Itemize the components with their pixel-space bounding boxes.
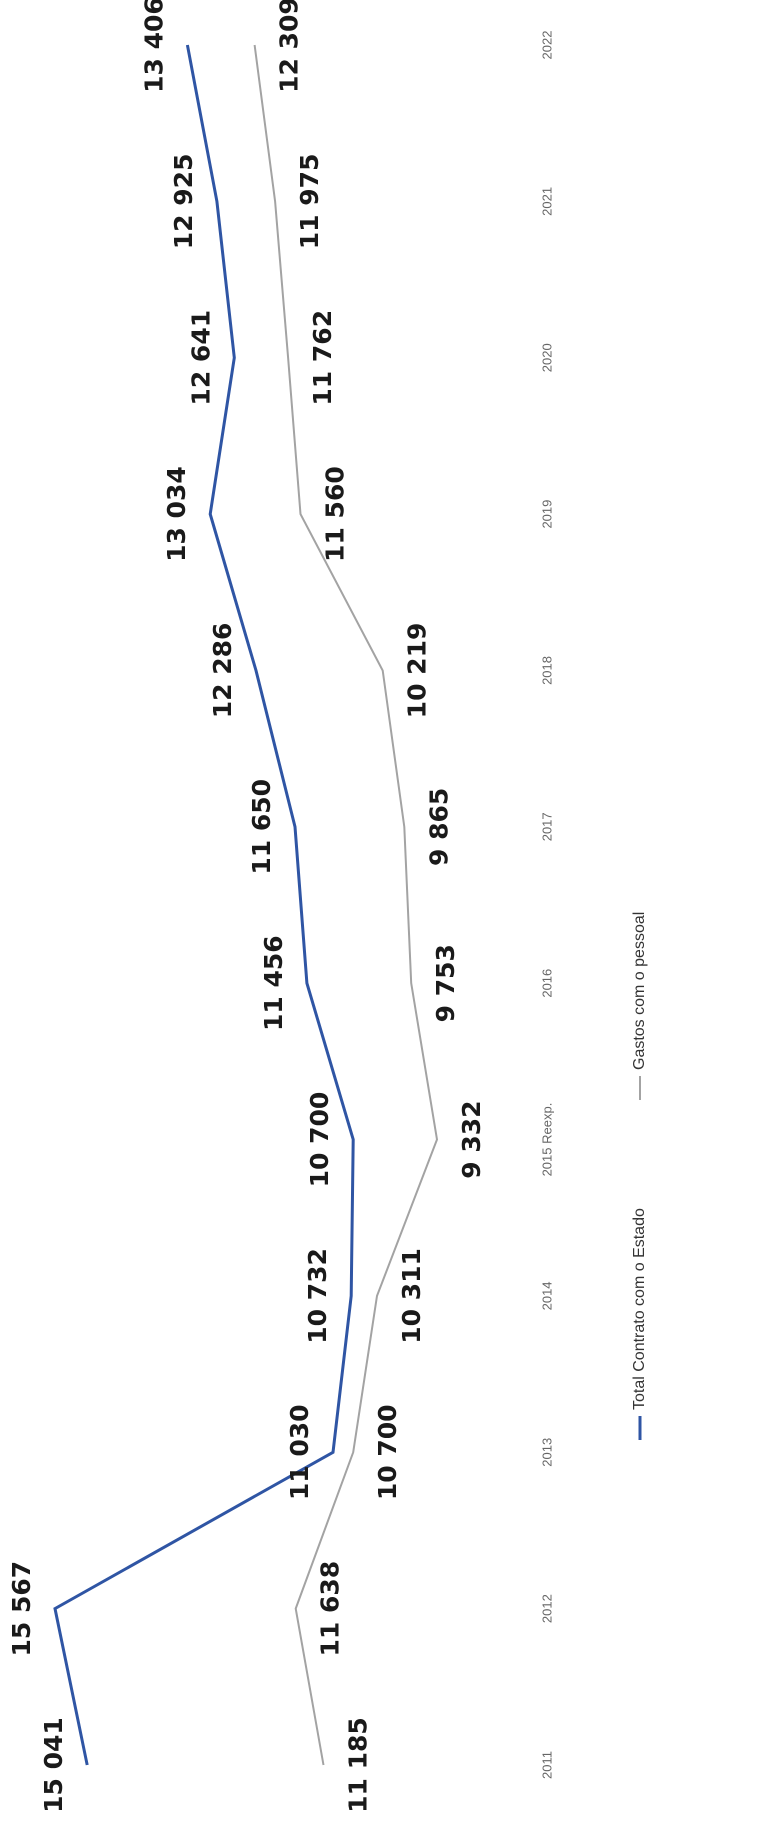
- value-label: 11 975: [295, 154, 324, 250]
- value-label: 11 762: [308, 310, 337, 406]
- value-label: 13 406: [139, 0, 168, 93]
- value-label: 10 311: [397, 1248, 426, 1344]
- category-label: 2021: [539, 187, 554, 216]
- value-label: 10 700: [373, 1404, 402, 1500]
- value-label: 11 560: [320, 466, 349, 562]
- value-label: 11 030: [285, 1404, 314, 1500]
- value-label: 11 650: [247, 779, 276, 875]
- legend-label: Gastos com o pessoal: [631, 912, 648, 1070]
- value-label: 11 456: [259, 935, 288, 1031]
- category-label: 2011: [539, 1751, 554, 1779]
- value-label: 10 700: [305, 1092, 334, 1188]
- value-label: 13 034: [162, 466, 191, 562]
- legend-label: Total Contrato com o Estado: [631, 1208, 648, 1410]
- value-label: 10 219: [403, 623, 432, 719]
- category-label: 2013: [539, 1438, 554, 1467]
- value-label: 12 925: [169, 154, 198, 250]
- value-label: 10 732: [303, 1248, 332, 1344]
- category-label: 2012: [539, 1594, 554, 1623]
- category-label: 2019: [539, 500, 554, 529]
- series-line: [253, 44, 439, 1766]
- category-label: 2017: [539, 812, 554, 841]
- value-label: 11 185: [343, 1717, 372, 1813]
- category-label: 2022: [539, 31, 554, 60]
- value-label: 12 286: [208, 623, 237, 719]
- category-label: 2014: [539, 1281, 554, 1310]
- value-label: 15 567: [7, 1561, 36, 1657]
- category-label: 2015 Reexp.: [539, 1103, 554, 1177]
- series-line: [53, 44, 355, 1766]
- category-label: 2016: [539, 969, 554, 998]
- value-label: 12 641: [186, 310, 215, 406]
- value-label: 12 309: [275, 0, 304, 93]
- category-label: 2018: [539, 656, 554, 685]
- value-label: 9 753: [431, 944, 460, 1022]
- value-label: 9 332: [457, 1100, 486, 1178]
- category-label: 2020: [539, 343, 554, 372]
- value-label: 11 638: [316, 1561, 345, 1657]
- value-label: 15 041: [39, 1717, 68, 1813]
- value-label: 9 865: [424, 788, 453, 866]
